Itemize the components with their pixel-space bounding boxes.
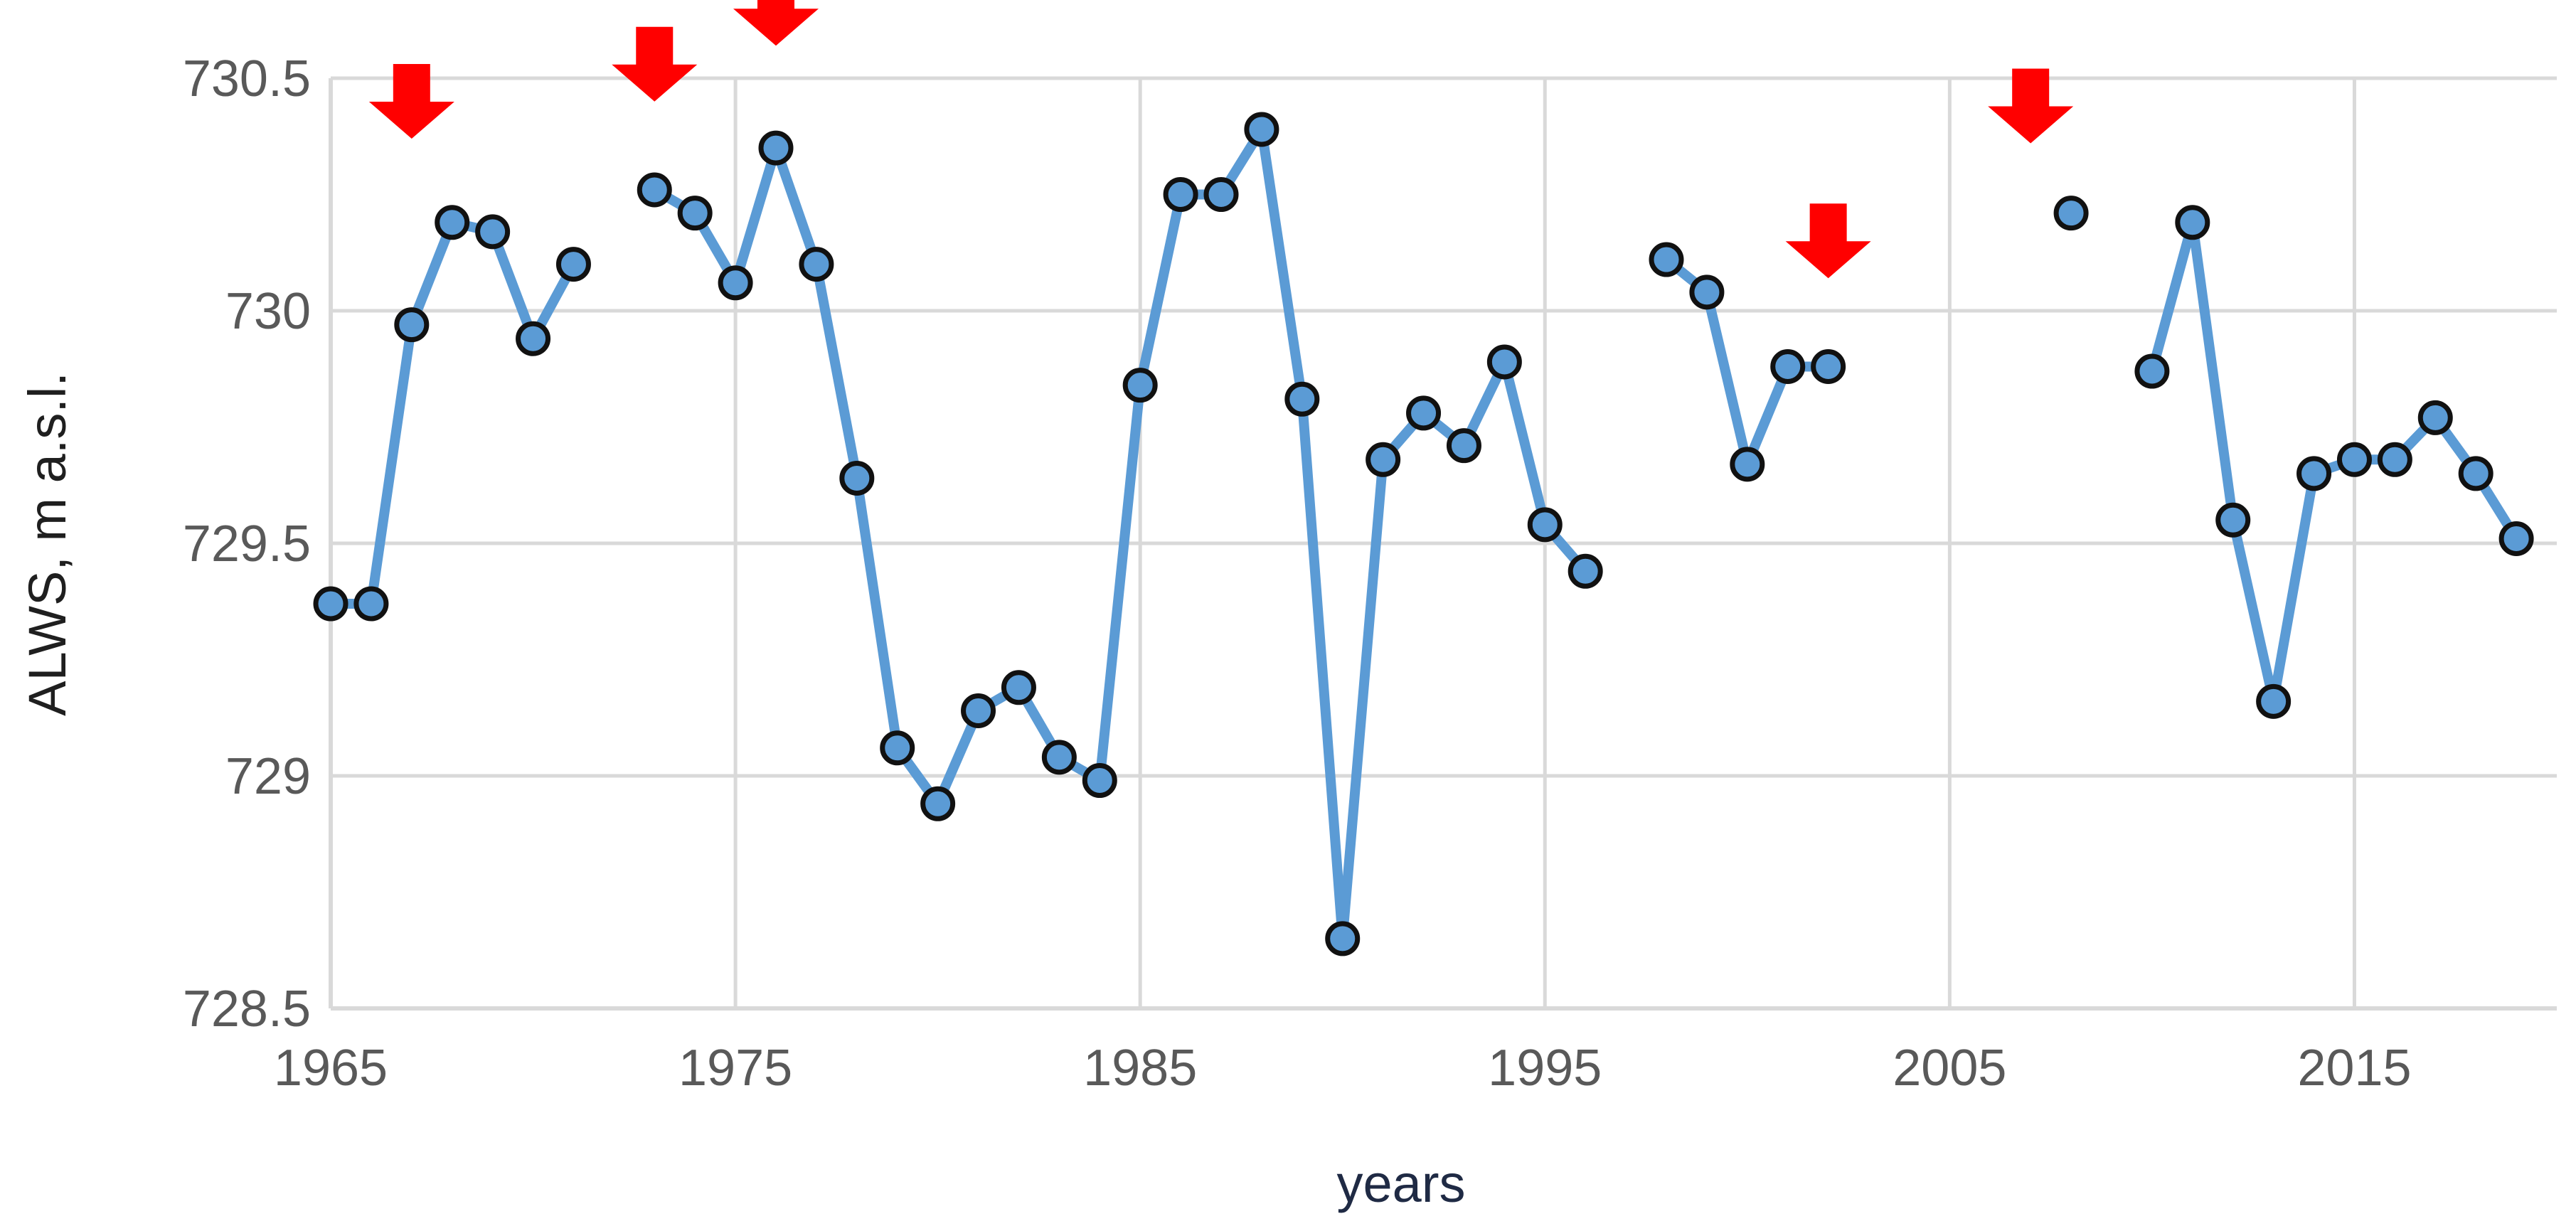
down-arrow-icon [1785,203,1871,279]
data-point [1730,447,1765,482]
x-tick-label: 1995 [1488,1040,1602,1097]
data-markers [313,112,2534,956]
data-point [1203,177,1239,212]
data-point [1122,368,1158,403]
x-tick-label: 1975 [678,1040,792,1097]
data-point [880,730,915,766]
data-point [2053,196,2089,231]
data-point [2175,205,2210,240]
data-point [718,265,753,301]
data-point [1244,112,1279,147]
data-point [1163,177,1198,212]
data-series [326,124,2522,944]
data-point [353,586,389,622]
data-point [1366,442,1401,477]
axes [329,78,2557,1011]
data-point [1649,242,1684,277]
arrow-annotations [368,0,2074,279]
data-point [1001,670,1036,705]
series-line-segment [326,217,579,609]
y-tick-label: 730 [225,283,311,340]
down-arrow-icon [368,64,454,139]
data-point [1486,344,1522,380]
data-point [961,693,996,728]
data-point [2458,456,2493,491]
tick-labels: 728.5 729 729.5 730 730.5 1965 1975 1985 1995 200… [183,50,2412,1097]
data-point [475,214,511,250]
data-point [2336,442,2372,477]
data-point [313,586,348,622]
x-axis-title: years [1337,1154,1466,1213]
x-tick-label: 1985 [1083,1040,1197,1097]
data-point [2256,683,2292,719]
data-point [2377,442,2412,477]
data-point [1568,553,1603,589]
data-point [637,172,672,208]
down-arrow-icon [1988,68,2074,144]
data-point [1446,428,1481,464]
gridlines [329,76,2557,1011]
data-point [1811,348,1846,384]
data-point [1770,348,1806,384]
series-line-segment [649,124,1591,944]
y-tick-label: 729.5 [183,516,311,572]
data-point [1082,763,1117,799]
data-point [2215,502,2251,538]
y-tick-label: 729 [225,748,311,805]
x-tick-label: 2015 [2297,1040,2411,1097]
y-tick-label: 728.5 [183,981,311,1038]
y-axis-title: ALWS, m a.s.l. [18,372,77,716]
data-point [2417,400,2453,435]
data-point [1406,395,1442,431]
data-point [799,247,834,282]
data-point [1325,921,1361,956]
data-point [2296,456,2332,491]
data-point [394,307,430,343]
data-point [1527,507,1563,543]
data-point [758,130,794,166]
data-point [1041,740,1077,775]
data-point [1689,274,1725,310]
data-point [920,786,956,821]
series-line-segment [2146,217,2522,707]
x-tick-label: 2005 [1893,1040,2006,1097]
data-point [435,205,470,240]
data-point [555,247,591,282]
x-tick-label: 1965 [274,1040,388,1097]
data-point [516,321,551,356]
down-arrow-icon [612,26,698,102]
down-arrow-icon [733,0,819,46]
data-point [2134,353,2170,389]
data-point [1284,381,1320,417]
y-tick-label: 730.5 [183,50,311,107]
data-point [2498,521,2534,556]
data-point [839,460,875,496]
data-point [677,196,713,231]
